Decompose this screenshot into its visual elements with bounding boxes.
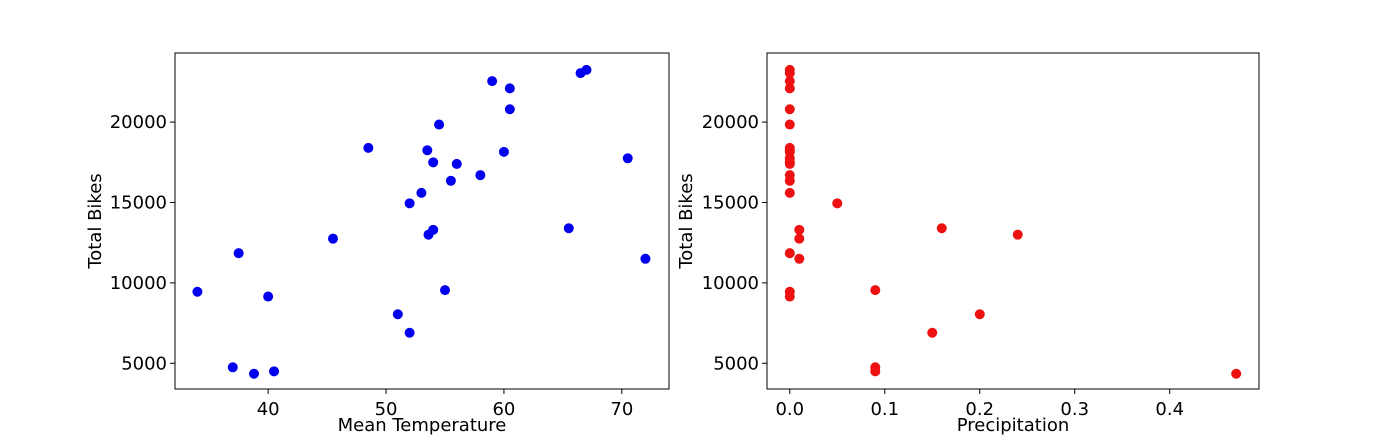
data-point xyxy=(622,153,633,164)
data-point xyxy=(363,142,374,153)
data-point xyxy=(784,76,795,87)
data-point xyxy=(563,223,574,234)
x-tick-label: 0.2 xyxy=(965,399,994,420)
data-point xyxy=(445,175,456,186)
data-point xyxy=(870,366,881,377)
x-tick-label: 70 xyxy=(610,399,633,420)
data-point xyxy=(794,253,805,264)
data-point xyxy=(451,158,462,169)
data-points xyxy=(784,64,1242,379)
y-tick-label: 10000 xyxy=(702,273,759,294)
data-point xyxy=(784,175,795,186)
data-point xyxy=(784,158,795,169)
data-point xyxy=(233,248,244,259)
data-point xyxy=(936,223,947,234)
data-point xyxy=(581,64,592,75)
y-tick-label: 5000 xyxy=(121,353,167,374)
data-point xyxy=(327,233,338,244)
x-axis-label: Precipitation xyxy=(957,415,1070,436)
data-point xyxy=(974,309,985,320)
data-point xyxy=(404,198,415,209)
scatter-panel-precipitation: 0.0 0.1 0.2 0.3 0.4 5000 10000 15000 20000 Prec… xyxy=(676,52,1260,436)
y-axis-ticks: 5000 10000 15000 20000 xyxy=(110,112,175,374)
x-tick-label: 0.3 xyxy=(1060,399,1089,420)
data-point xyxy=(227,362,238,373)
plot-area-frame xyxy=(766,52,1260,390)
data-point xyxy=(870,285,881,296)
data-point xyxy=(1231,368,1242,379)
x-tick-label: 0.1 xyxy=(870,399,899,420)
data-point xyxy=(784,83,795,94)
y-tick-label: 20000 xyxy=(110,112,167,133)
data-point xyxy=(832,198,843,209)
data-point xyxy=(927,327,938,338)
data-point xyxy=(784,291,795,302)
x-axis-ticks: 40 50 60 70 xyxy=(257,389,633,420)
data-point xyxy=(416,187,427,198)
data-point xyxy=(428,224,439,235)
data-point xyxy=(794,224,805,235)
data-point xyxy=(434,119,445,130)
data-point xyxy=(392,309,403,320)
data-point xyxy=(784,187,795,198)
x-tick-label: 40 xyxy=(257,399,280,420)
y-tick-label: 15000 xyxy=(110,193,167,214)
data-point xyxy=(784,104,795,115)
x-tick-label: 50 xyxy=(375,399,398,420)
x-axis-label: Mean Temperature xyxy=(338,415,507,436)
y-axis-label: Total Bikes xyxy=(85,173,106,269)
x-tick-label: 0.0 xyxy=(775,399,804,420)
x-tick-label: 60 xyxy=(492,399,515,420)
x-tick-label: 0.4 xyxy=(1155,399,1184,420)
y-tick-label: 20000 xyxy=(702,112,759,133)
x-axis-ticks: 0.0 0.1 0.2 0.3 0.4 xyxy=(775,389,1184,420)
data-point xyxy=(1012,229,1023,240)
y-tick-label: 10000 xyxy=(110,273,167,294)
data-point xyxy=(192,286,203,297)
data-point xyxy=(269,366,280,377)
data-point xyxy=(422,145,433,156)
data-point xyxy=(794,233,805,244)
data-point xyxy=(498,146,509,157)
y-axis-label: Total Bikes xyxy=(676,173,697,269)
data-point xyxy=(504,104,515,115)
data-point xyxy=(487,76,498,87)
data-point xyxy=(784,119,795,130)
data-point xyxy=(404,327,415,338)
data-point xyxy=(248,368,259,379)
data-point xyxy=(428,157,439,168)
y-tick-label: 5000 xyxy=(713,353,759,374)
data-point xyxy=(263,291,274,302)
data-point xyxy=(475,170,486,181)
y-tick-label: 15000 xyxy=(702,193,759,214)
data-points xyxy=(192,64,651,379)
data-point xyxy=(640,253,651,264)
data-point xyxy=(784,248,795,259)
data-point xyxy=(439,285,450,296)
data-point xyxy=(504,83,515,94)
scatter-panel-temperature: 40 50 60 70 5000 10000 15000 20000 Mean Temper… xyxy=(85,52,670,436)
y-axis-ticks: 5000 10000 15000 20000 xyxy=(702,112,767,374)
data-point xyxy=(784,68,795,79)
plot-area-frame xyxy=(174,52,670,390)
